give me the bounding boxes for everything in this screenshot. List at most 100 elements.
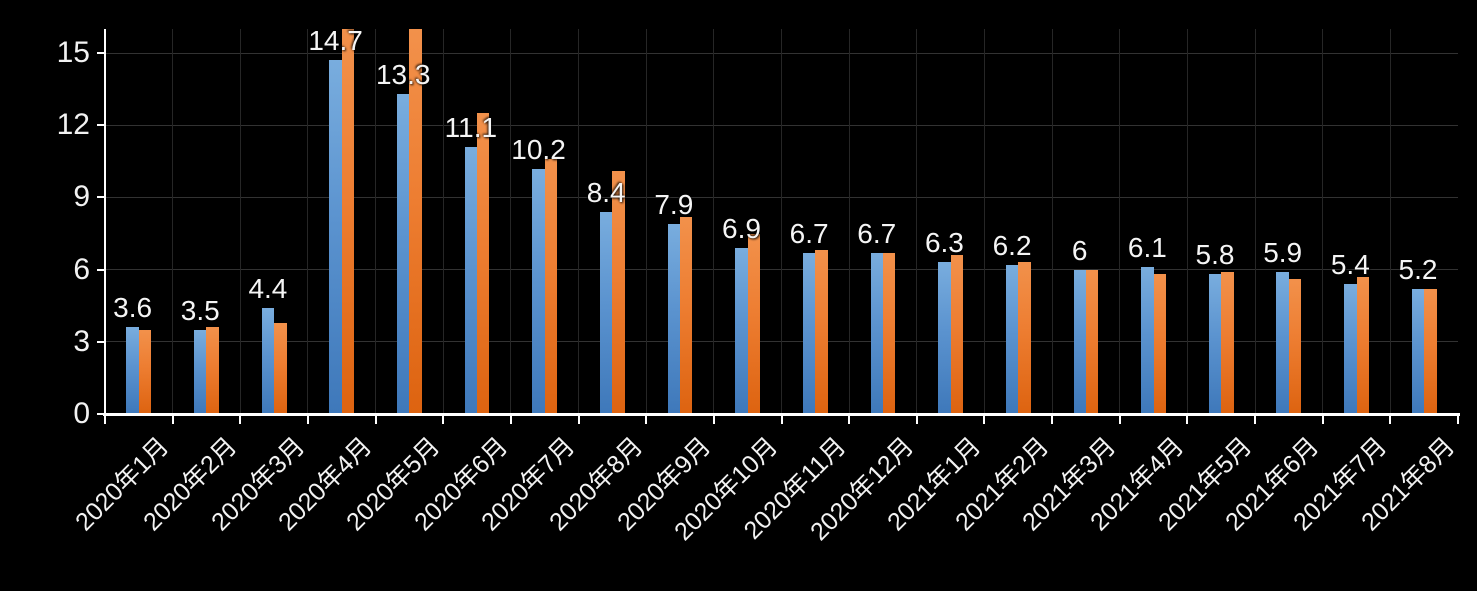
bar-blue (1141, 267, 1154, 414)
bar-value-label: 5.4 (1330, 249, 1370, 281)
x-axis-tick (104, 415, 106, 424)
y-axis-line (103, 29, 106, 416)
bar-value-label: 6.2 (992, 229, 1032, 261)
bar-value-label: 11.1 (444, 111, 498, 143)
gridline-vertical (1119, 29, 1121, 414)
x-axis-tick (239, 415, 242, 424)
x-axis-tick (1457, 415, 1459, 424)
bar-value-label: 6.7 (857, 217, 897, 249)
bar-blue (464, 146, 478, 414)
bar-orange (1153, 274, 1166, 414)
bar-value-label: 5.8 (1195, 239, 1235, 271)
bar-orange (815, 250, 828, 414)
bar-blue (261, 308, 275, 414)
bar-orange (409, 29, 422, 414)
gridline-vertical (713, 29, 715, 414)
bar-orange (274, 322, 287, 414)
bar-blue (1005, 264, 1019, 414)
bar-blue (532, 168, 545, 414)
bar-orange (1424, 288, 1437, 414)
gridline-vertical (578, 29, 580, 414)
gridline-vertical (442, 29, 444, 414)
x-axis-tick (509, 415, 512, 424)
bar-blue (938, 262, 951, 414)
bar-value-label: 6.9 (722, 212, 761, 244)
bar-blue (126, 327, 139, 414)
gridline-vertical (172, 29, 174, 414)
bar-orange (1288, 279, 1302, 414)
x-axis-tick (306, 415, 309, 424)
bar-blue (329, 60, 342, 414)
x-axis-tick (577, 415, 580, 424)
y-axis-tick-label: 0 (73, 397, 90, 430)
bar-blue (1276, 272, 1289, 414)
gridline-vertical (645, 29, 647, 414)
bar-orange (206, 327, 219, 414)
y-axis-tick-label: 3 (73, 324, 90, 358)
x-axis-tick (442, 415, 445, 424)
y-axis-tick-label: 6 (73, 252, 90, 286)
bar-blue (599, 211, 613, 414)
bar-value-label: 14.7 (308, 25, 363, 57)
y-axis-tick-label: 12 (56, 108, 90, 142)
bar-blue (1073, 269, 1086, 414)
bar-orange (544, 158, 558, 414)
gridline-vertical (983, 29, 985, 414)
bar-blue (194, 329, 207, 414)
y-axis-tick (97, 268, 104, 271)
bar-blue (870, 252, 883, 414)
bar-blue (667, 223, 681, 414)
bar-value-label: 4.4 (248, 273, 288, 305)
bar-blue (802, 252, 816, 414)
x-axis-tick (374, 415, 377, 424)
gridline-vertical (510, 29, 512, 414)
plot-area (105, 29, 1458, 414)
bar-value-label: 13.3 (375, 58, 431, 90)
y-axis-tick-label: 9 (73, 180, 90, 214)
x-axis-tick (1051, 415, 1054, 424)
bar-value-label: 3.6 (113, 292, 153, 324)
gridline-vertical (916, 29, 918, 414)
x-axis-tick (848, 415, 851, 424)
bar-value-label: 10.2 (511, 133, 566, 165)
bar-value-label: 3.5 (180, 294, 220, 326)
bar-orange (950, 255, 964, 414)
gridline-vertical (375, 29, 377, 414)
x-axis-tick (171, 415, 174, 424)
x-axis-tick (915, 415, 918, 424)
bar-value-label: 5.2 (1398, 253, 1438, 285)
bar-value-label: 6 (1071, 234, 1088, 266)
gridline-vertical (1254, 29, 1256, 414)
y-axis-tick (97, 340, 104, 343)
y-axis-tick (97, 124, 104, 127)
gridline-vertical (781, 29, 782, 414)
y-axis-tick-label: 15 (56, 36, 90, 70)
x-axis-tick (983, 415, 986, 424)
x-axis-tick (1321, 415, 1324, 424)
bar-blue (1208, 274, 1222, 414)
bar-value-label: 8.4 (586, 176, 626, 208)
gridline-vertical (1457, 29, 1458, 414)
gridline-vertical (1322, 29, 1324, 414)
bar-orange (1018, 262, 1031, 414)
bar-blue (1344, 284, 1357, 414)
x-axis-tick (645, 415, 648, 424)
bar-value-label: 5.9 (1263, 237, 1303, 269)
x-axis-tick (780, 415, 783, 424)
gridline-vertical (307, 29, 309, 414)
bar-orange (477, 113, 490, 414)
y-axis-tick (97, 413, 104, 415)
x-axis-tick (1186, 415, 1189, 424)
gridline-vertical (239, 29, 241, 414)
bar-blue (397, 93, 410, 414)
gridline-vertical (1051, 29, 1053, 414)
x-axis-tick (1254, 415, 1257, 424)
gridline-vertical (1389, 29, 1391, 414)
bar-value-label: 6.3 (924, 227, 964, 259)
gridline-vertical (848, 29, 850, 414)
bar-value-label: 6.1 (1127, 232, 1167, 264)
bar-orange (138, 329, 152, 414)
y-axis-tick (97, 196, 104, 199)
bar-blue (1411, 288, 1425, 414)
